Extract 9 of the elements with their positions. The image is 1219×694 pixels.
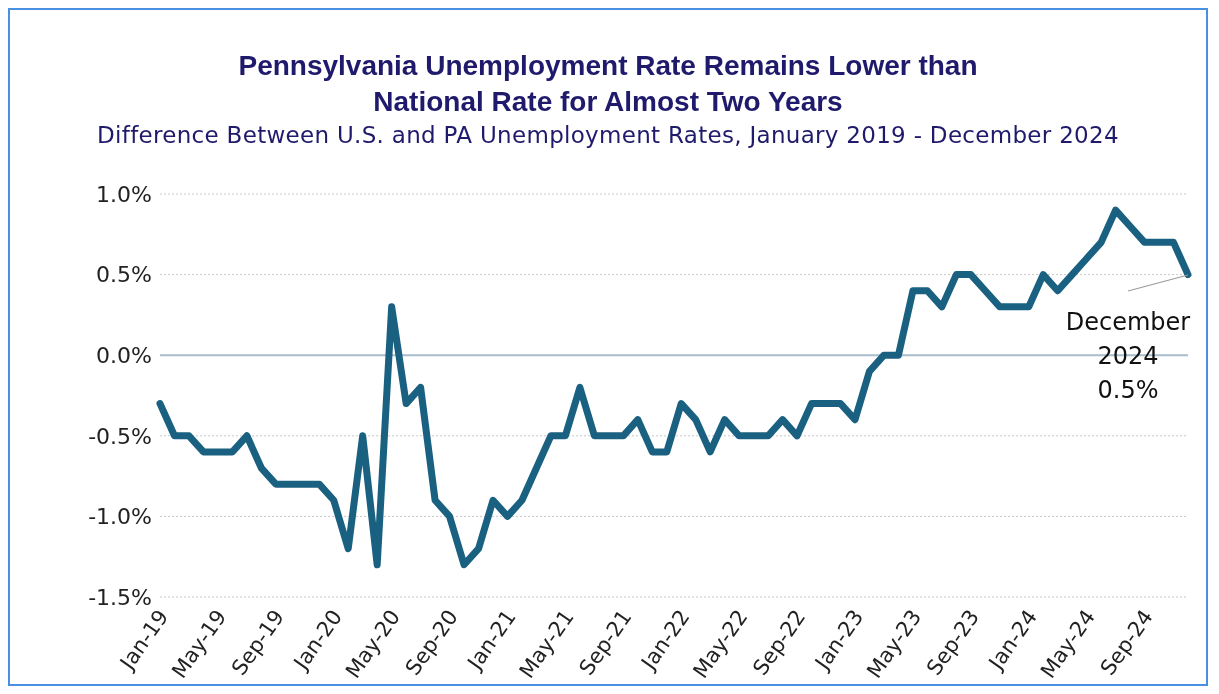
annotation: December 2024 0.5% — [1064, 306, 1192, 406]
y-tick-label: -0.5% — [88, 423, 152, 449]
y-tick-label: -1.0% — [88, 504, 152, 530]
y-tick-label: 0.5% — [96, 262, 152, 288]
y-tick-label: 1.0% — [96, 181, 152, 207]
chart-subtitle: Difference Between U.S. and PA Unemployment Rates, January 2019 - December 2024 — [96, 122, 1120, 148]
y-tick-label: -1.5% — [88, 584, 152, 610]
y-tick-label: 0.0% — [96, 343, 152, 369]
chart-title: Pennsylvania Unemployment Rate Remains Lower than National Rate for Almost Two Years — [237, 49, 979, 119]
